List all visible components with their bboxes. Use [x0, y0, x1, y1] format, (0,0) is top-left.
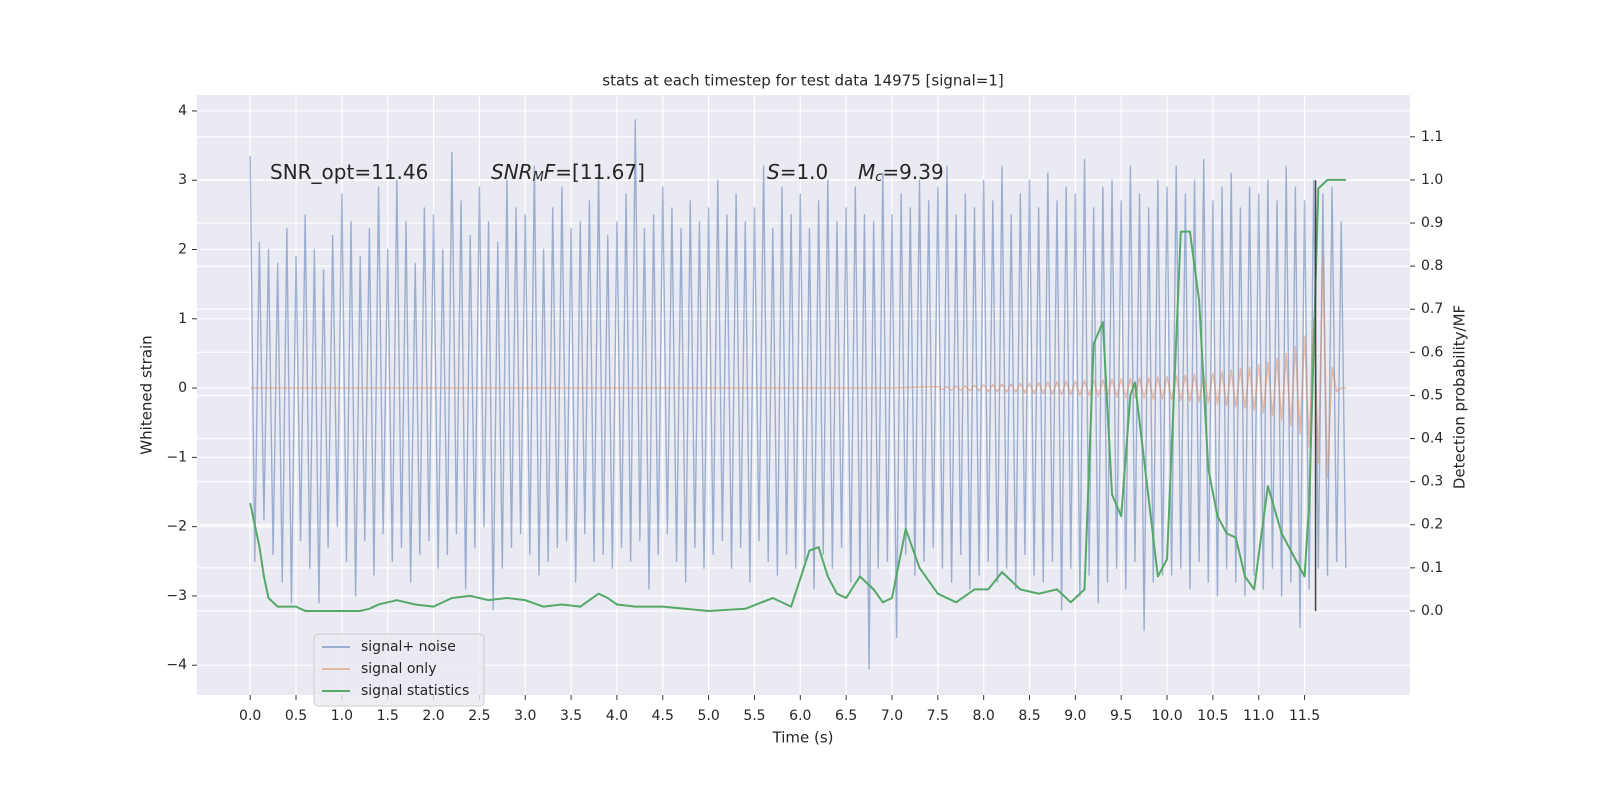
y-tick-label: 2: [178, 242, 187, 258]
y-tick-label: −2: [166, 519, 187, 535]
annotation-part: =1.0: [780, 160, 829, 184]
x-tick-label: 8.0: [973, 708, 995, 724]
y2-tick-label: 0.2: [1421, 517, 1443, 533]
y-tick-label: 4: [178, 103, 187, 119]
annotation: SNR_opt=11.46: [270, 160, 428, 184]
x-tick-label: 4.0: [606, 708, 628, 724]
annotation-part: =9.39: [882, 160, 943, 184]
x-tick-label: 11.5: [1289, 708, 1320, 724]
annotation-part: F: [544, 160, 556, 184]
annotation: S=1.0: [767, 160, 828, 184]
x-tick-label: 5.0: [697, 708, 719, 724]
x-tick-label: 7.5: [927, 708, 949, 724]
y-tick-label: −4: [166, 657, 187, 673]
x-tick-label: 6.5: [835, 708, 857, 724]
y2-tick-label: 0.8: [1421, 258, 1443, 274]
series-line: [249, 178, 1346, 612]
series-line: [249, 119, 1347, 670]
x-tick-label: 2.0: [422, 708, 444, 724]
legend-label: signal statistics: [361, 683, 469, 699]
legend-label: signal only: [361, 661, 436, 677]
x-tick-label: 0.5: [285, 708, 307, 724]
y2-tick-label: 0.3: [1421, 474, 1443, 490]
annotation-part: SNR_opt=11.46: [270, 160, 428, 184]
annotation-part: M: [858, 160, 875, 184]
x-tick-label: 9.0: [1064, 708, 1086, 724]
y2-tick-label: 0.9: [1421, 215, 1443, 231]
annotation-part: c: [875, 170, 882, 185]
x-tick-label: 11.0: [1243, 708, 1274, 724]
annotation-part: SNR: [491, 160, 533, 184]
y2-axis-label: Detection probability/MF: [1451, 305, 1469, 489]
legend-label: signal+ noise: [361, 639, 456, 655]
y2-tick-label: 1.1: [1421, 129, 1443, 145]
y-tick-label: −1: [166, 449, 187, 465]
y-tick-label: 0: [178, 380, 187, 396]
x-tick-label: 1.5: [377, 708, 399, 724]
x-tick-label: 8.5: [1018, 708, 1040, 724]
x-tick-label: 5.5: [743, 708, 765, 724]
x-tick-label: 9.5: [1110, 708, 1132, 724]
y2-tick-label: 0.4: [1421, 431, 1443, 447]
x-tick-label: 1.0: [331, 708, 353, 724]
y-tick-label: 3: [178, 172, 187, 188]
annotation: SNRMF=[11.67]: [491, 160, 645, 185]
y-tick-label: 1: [178, 311, 187, 327]
y-tick-label: −3: [166, 588, 187, 604]
annotation-part: S: [767, 160, 780, 184]
annotation-part: M: [533, 170, 544, 185]
x-tick-label: 7.0: [881, 708, 903, 724]
x-tick-label: 0.0: [239, 708, 261, 724]
legend-box: [313, 633, 485, 707]
series-line: [250, 255, 1346, 479]
chart-title: stats at each timestep for test data 149…: [602, 72, 1003, 90]
x-tick-label: 4.5: [652, 708, 674, 724]
x-tick-label: 2.5: [468, 708, 490, 724]
y2-tick-label: 0.7: [1421, 301, 1443, 317]
x-axis-label: Time (s): [772, 729, 834, 747]
x-tick-label: 6.0: [789, 708, 811, 724]
axes: 0.0 0.5 1.0 1.5 2.0 2.5 3.0 3.5 4.0 4.5 5.0 5.5 6.0 6…: [166, 103, 1443, 724]
y2-tick-label: 1.0: [1421, 172, 1443, 188]
y2-tick-label: 0.5: [1421, 387, 1443, 403]
x-tick-label: 10.0: [1151, 708, 1182, 724]
y2-tick-label: 0.0: [1421, 603, 1443, 619]
x-tick-label: 10.5: [1197, 708, 1228, 724]
x-tick-label: 3.0: [514, 708, 536, 724]
annotation: Mc=9.39: [858, 160, 944, 185]
marks: [249, 119, 1347, 670]
y-axis-label: Whitened strain: [138, 335, 156, 454]
annotation-part: =[11.67]: [555, 160, 645, 184]
x-tick-label: 3.5: [560, 708, 582, 724]
y2-tick-label: 0.1: [1421, 560, 1443, 576]
y2-tick-label: 0.6: [1421, 344, 1443, 360]
